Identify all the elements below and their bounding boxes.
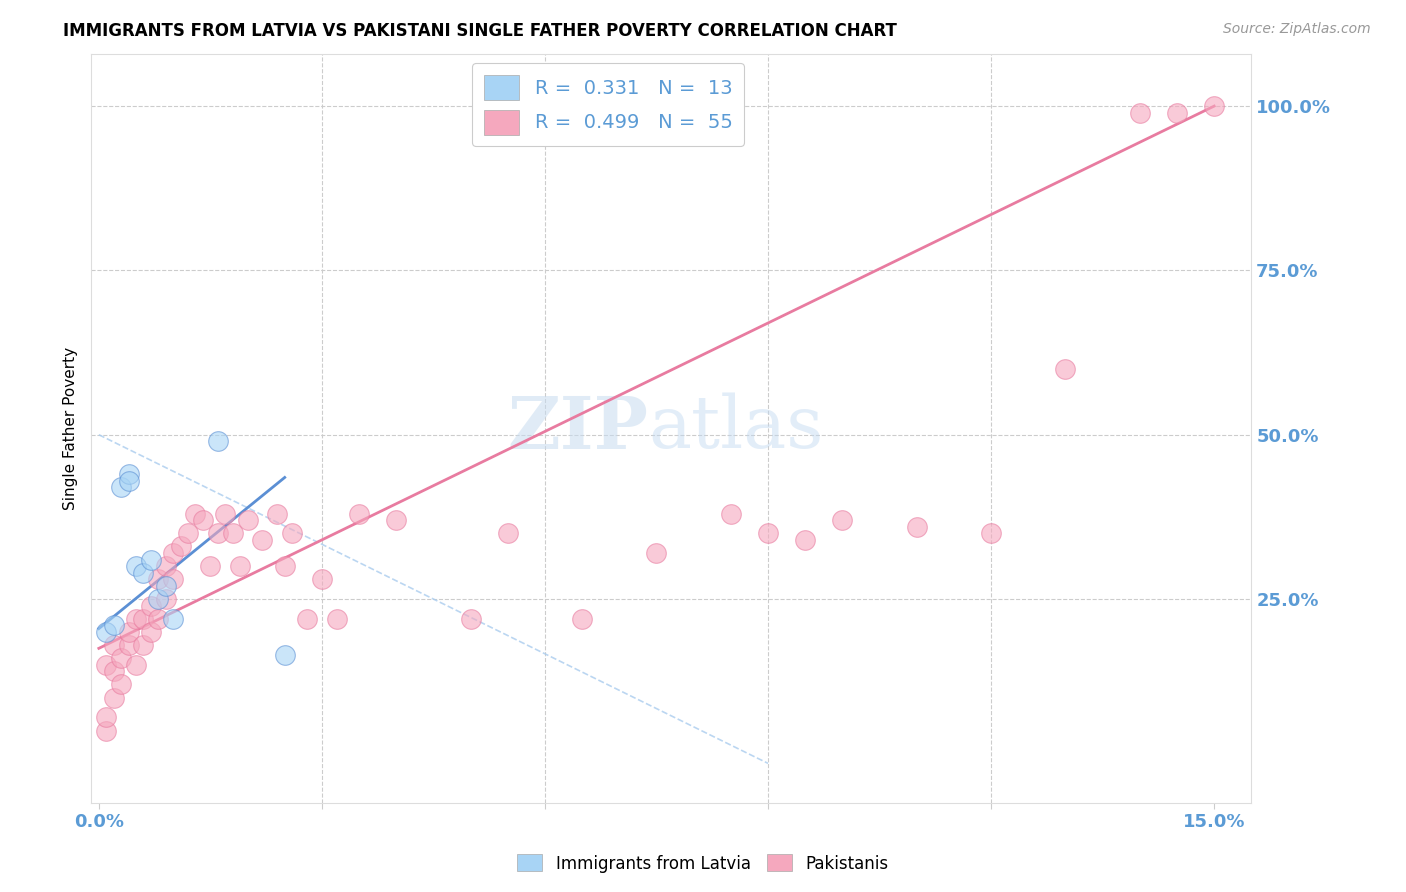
Point (645, 546, 668, 560)
Point (281, 526, 304, 541)
Point (207, 434, 229, 449)
Point (139, 599, 162, 613)
Point (132, 566, 155, 580)
Point (148, 612, 170, 626)
Point (273, 559, 295, 574)
Text: atlas: atlas (648, 392, 824, 464)
Point (155, 592, 177, 607)
Point (831, 513, 853, 527)
Point (148, 592, 170, 607)
Point (96, 723, 118, 738)
Point (148, 572, 170, 586)
Point (103, 638, 125, 652)
Point (155, 559, 177, 574)
Point (214, 507, 236, 521)
Point (460, 612, 482, 626)
Point (162, 612, 184, 626)
Point (571, 612, 593, 626)
Point (125, 657, 148, 672)
Text: Source: ZipAtlas.com: Source: ZipAtlas.com (1223, 22, 1371, 37)
Point (139, 552, 162, 566)
Point (1054, 362, 1077, 376)
Point (236, 513, 259, 527)
Point (1204, 99, 1226, 113)
Point (117, 474, 139, 488)
Y-axis label: Single Father Poverty: Single Father Poverty (63, 347, 79, 509)
Text: IMMIGRANTS FROM LATVIA VS PAKISTANI SINGLE FATHER POVERTY CORRELATION CHART: IMMIGRANTS FROM LATVIA VS PAKISTANI SING… (63, 22, 897, 40)
Point (155, 579, 177, 593)
Point (110, 651, 132, 665)
Point (311, 572, 333, 586)
Point (117, 638, 139, 652)
Point (229, 559, 252, 574)
Point (385, 513, 408, 527)
Legend: Immigrants from Latvia, Pakistanis: Immigrants from Latvia, Pakistanis (510, 847, 896, 880)
Point (117, 624, 139, 639)
Point (720, 507, 742, 521)
Point (980, 526, 1002, 541)
Point (169, 540, 191, 554)
Point (221, 526, 243, 541)
Point (103, 690, 125, 705)
Point (162, 546, 184, 560)
Point (496, 526, 519, 541)
Point (252, 533, 274, 547)
Point (191, 513, 214, 527)
Point (347, 507, 370, 521)
Point (110, 677, 132, 691)
Point (103, 618, 125, 632)
Point (139, 624, 162, 639)
Point (207, 526, 229, 541)
Point (96, 710, 118, 724)
Legend: R =  0.331   N =  13, R =  0.499   N =  55: R = 0.331 N = 13, R = 0.499 N = 55 (472, 63, 744, 146)
Point (756, 526, 779, 541)
Point (96, 624, 118, 639)
Point (177, 526, 200, 541)
Point (162, 572, 184, 586)
Point (117, 467, 139, 482)
Point (125, 559, 148, 574)
Point (1129, 105, 1152, 120)
Point (200, 559, 222, 574)
Text: ZIP: ZIP (508, 392, 648, 464)
Point (295, 612, 318, 626)
Point (132, 612, 155, 626)
Point (794, 533, 817, 547)
Point (905, 520, 928, 534)
Point (103, 665, 125, 679)
Point (184, 507, 207, 521)
Point (273, 648, 295, 662)
Point (110, 480, 132, 494)
Point (326, 612, 349, 626)
Point (132, 638, 155, 652)
Point (1166, 105, 1188, 120)
Point (266, 507, 288, 521)
Point (96, 657, 118, 672)
Point (125, 612, 148, 626)
